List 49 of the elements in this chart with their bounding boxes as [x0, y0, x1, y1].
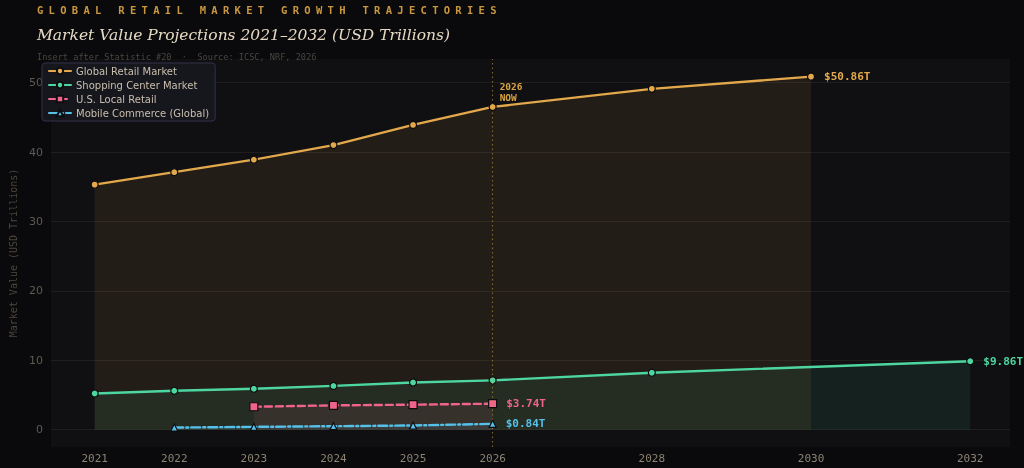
point — [966, 357, 975, 366]
point — [647, 368, 656, 377]
data-label: $0.84T — [505, 417, 546, 431]
ref-line-label: 2026 NOW — [499, 81, 523, 103]
chart-subtitle: GLOBAL RETAIL MARKET GROWTH TRAJECTORIES — [37, 4, 502, 16]
point — [408, 378, 418, 387]
y-tick-label: 20 — [28, 284, 43, 298]
legend-label: U.S. Local Retail — [76, 93, 157, 105]
point — [329, 140, 338, 150]
y-tick-label: 50 — [28, 76, 43, 90]
point — [90, 389, 99, 398]
x-tick-label: 2030 — [797, 452, 825, 465]
legend-label: Shopping Center Market — [76, 79, 198, 91]
data-label: $50.86T — [824, 70, 871, 84]
point — [488, 419, 497, 428]
point — [329, 381, 338, 391]
x-tick-label: 2026 — [479, 452, 506, 465]
y-axis-title: Market Value (USD Trillions) — [7, 168, 19, 338]
x-tick-label: 2023 — [240, 452, 268, 465]
point — [170, 386, 179, 395]
point — [408, 400, 418, 410]
x-tick-label: 2022 — [161, 452, 188, 465]
point — [170, 168, 179, 177]
legend-label: Global Retail Market — [76, 65, 177, 77]
point — [90, 180, 99, 189]
point — [249, 402, 259, 412]
point — [328, 400, 339, 410]
point — [249, 422, 258, 431]
annotation: Insert after Statistic #20 · Source: ICSC, NRF, 2026 — [37, 52, 317, 62]
point — [329, 422, 338, 431]
x-tick-label: 2021 — [81, 452, 108, 465]
point — [249, 155, 258, 164]
y-tick-label: 40 — [28, 145, 43, 159]
point — [408, 421, 418, 430]
data-label: $3.74T — [506, 397, 547, 411]
x-tick-label: 2032 — [956, 452, 984, 465]
legend-label: Mobile Commerce (Global) — [76, 107, 210, 119]
data-label: $9.86T — [983, 354, 1024, 368]
chart-title: Market Value Projections 2021–2032 (USD Trillions) — [37, 26, 451, 44]
x-tick-label: 2028 — [638, 452, 666, 465]
y-tick-label: 10 — [28, 353, 43, 367]
point — [249, 384, 258, 393]
point — [488, 399, 498, 409]
point — [170, 423, 179, 432]
y-tick-label: 30 — [28, 214, 43, 228]
point — [488, 376, 497, 385]
x-tick-label: 2025 — [399, 452, 427, 465]
y-tick-label: 0 — [35, 423, 43, 437]
x-tick-label: 2024 — [320, 452, 348, 465]
